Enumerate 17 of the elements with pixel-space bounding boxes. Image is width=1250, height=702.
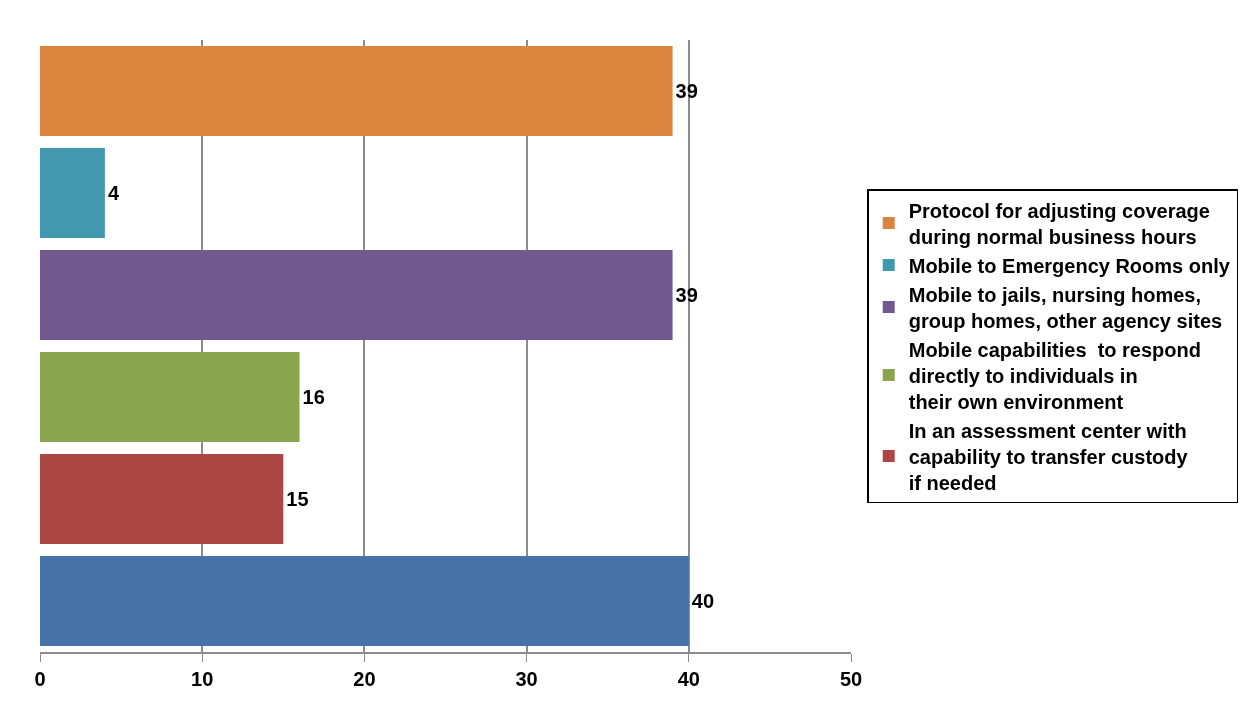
legend-label: Mobile to Emergency Rooms only [908, 254, 1231, 277]
data-label: 40 [691, 590, 715, 612]
legend-label: Mobile capabilities to respond directly to individuals in their own environment [908, 338, 1201, 413]
data-label: 39 [675, 80, 698, 102]
data-label: 39 [675, 284, 698, 306]
legend-label: In an assessment center with capability to transfer custody if needed [908, 419, 1189, 494]
data-label: 15 [286, 488, 309, 510]
x-tick-label: 0 [34, 667, 46, 690]
data-label: 4 [107, 182, 120, 204]
x-tick-label: 30 [515, 667, 538, 690]
x-tick-label: 40 [677, 667, 700, 690]
legend-label: Protocol for adjusting coverage during normal business hours [908, 199, 1210, 248]
legend-label: Mobile to jails, nursing homes, group homes, other agency sites [908, 283, 1223, 332]
x-tick-label: 50 [839, 667, 863, 690]
x-tick-label: 20 [353, 667, 376, 690]
x-tick-label: 10 [191, 667, 214, 690]
data-label: 16 [302, 386, 325, 408]
